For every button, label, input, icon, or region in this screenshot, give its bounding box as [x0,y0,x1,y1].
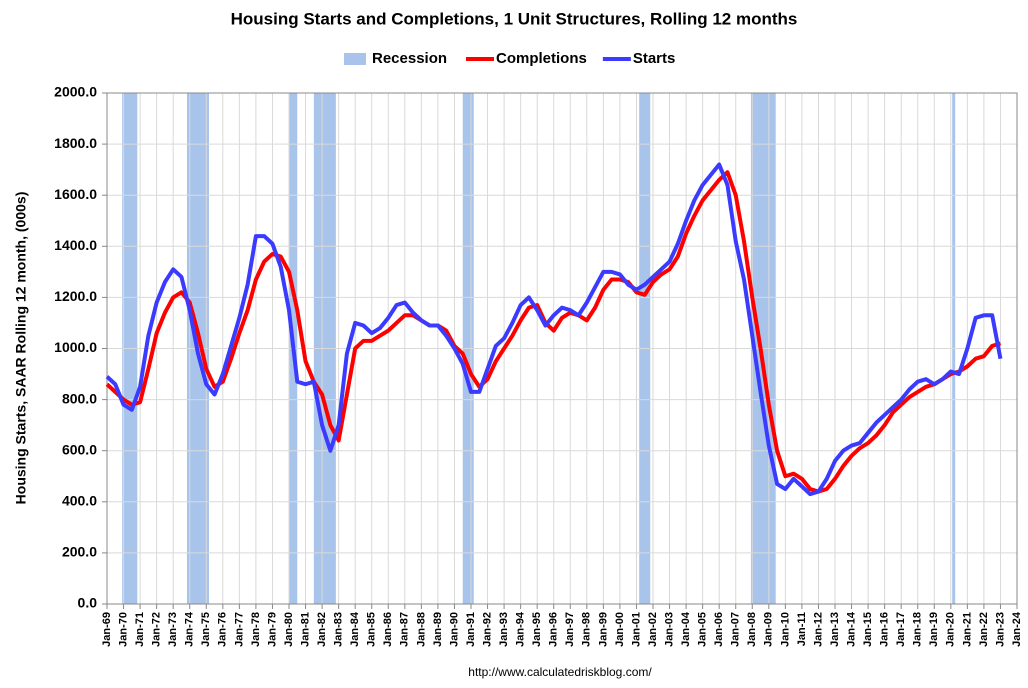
x-tick-label: Jan-07 [730,612,742,647]
x-tick-label: Jan-17 [895,612,907,647]
x-tick-label: Jan-88 [415,612,427,647]
x-tick-label: Jan-01 [630,612,642,647]
legend: Recession Completions Starts [344,50,675,67]
x-tick-label: Jan-97 [564,612,576,647]
y-tick-label: 600.0 [62,441,97,457]
legend-label: Recession [372,50,447,67]
x-tick-label: Jan-95 [531,612,543,647]
x-tick-label: Jan-98 [581,612,593,647]
x-tick-label: Jan-75 [200,612,212,647]
x-tick-label: Jan-87 [399,612,411,647]
x-tick-label: Jan-83 [333,612,345,647]
x-tick-label: Jan-23 [994,612,1006,647]
x-tick-label: Jan-10 [779,612,791,647]
series-line [105,170,1002,494]
x-tick-label: Jan-14 [845,611,857,647]
y-tick-label: 200.0 [62,544,97,560]
x-tick-label: Jan-77 [233,612,245,647]
y-axis-label: Housing Starts, SAAR Rolling 12 month, (… [13,192,29,505]
x-tick-label: Jan-80 [283,612,295,647]
x-tick-label: Jan-20 [945,612,957,647]
x-tick-label: Jan-94 [515,611,527,647]
legend-label: Starts [633,50,676,67]
x-tick-label: Jan-19 [928,612,940,647]
x-tick-label: Jan-70 [117,612,129,647]
x-tick-label: Jan-90 [448,612,460,647]
y-tick-label: 1400.0 [54,237,97,253]
x-tick-label: Jan-09 [763,612,775,647]
x-tick-label: Jan-04 [680,611,692,647]
x-tick-label: Jan-16 [879,612,891,647]
x-tick-label: Jan-73 [167,612,179,647]
x-tick-label: Jan-22 [978,612,990,647]
y-tick-label: 1200.0 [54,288,97,304]
x-tick-label: Jan-89 [432,612,444,647]
y-tick-label: 0.0 [78,595,98,611]
series-line [105,162,1003,497]
x-tick-label: Jan-69 [101,612,113,647]
x-tick-label: Jan-78 [250,612,262,647]
x-tick-label: Jan-05 [697,612,709,647]
x-tick-label: Jan-06 [713,612,725,647]
x-tick-label: Jan-18 [912,612,924,647]
x-tick-label: Jan-99 [597,612,609,647]
x-tick-label: Jan-08 [746,612,758,647]
x-tick-label: Jan-81 [299,612,311,647]
x-tick-label: Jan-86 [382,612,394,647]
x-tick-label: Jan-93 [498,612,510,647]
x-tick-label: Jan-00 [614,612,626,647]
x-tick-label: Jan-24 [1011,611,1023,647]
x-tick-label: Jan-96 [548,612,560,647]
legend-label: Completions [496,50,587,67]
x-tick-label: Jan-21 [961,612,973,647]
x-tick-label: Jan-79 [266,612,278,647]
y-tick-label: 1800.0 [54,135,97,151]
x-tick-label: Jan-12 [812,612,824,647]
x-tick-label: Jan-74 [184,611,196,647]
chart-title: Housing Starts and Completions, 1 Unit S… [231,9,798,28]
x-tick-label: Jan-91 [465,612,477,647]
x-tick-label: Jan-13 [829,612,841,647]
legend-swatch [344,53,366,65]
y-tick-label: 800.0 [62,390,97,406]
x-tick-label: Jan-92 [481,612,493,647]
x-tick-label: Jan-76 [217,612,229,647]
plot-border [106,92,1018,605]
x-tick-label: Jan-15 [862,612,874,647]
x-tick-label: Jan-02 [647,612,659,647]
x-tick-label: Jan-11 [796,612,808,646]
x-tick-label: Jan-82 [316,612,328,647]
y-tick-label: 2000.0 [54,84,97,100]
x-tick-label: Jan-72 [151,612,163,647]
x-tick-label: Jan-84 [349,611,361,647]
y-tick-label: 1000.0 [54,339,97,355]
x-tick-label: Jan-03 [663,612,675,647]
x-tick-label: Jan-71 [134,612,146,647]
y-tick-label: 1600.0 [54,186,97,202]
source: http://www.calculatedriskblog.com/ [468,665,652,679]
x-tick-label: Jan-85 [366,612,378,647]
y-tick-label: 400.0 [62,493,97,509]
